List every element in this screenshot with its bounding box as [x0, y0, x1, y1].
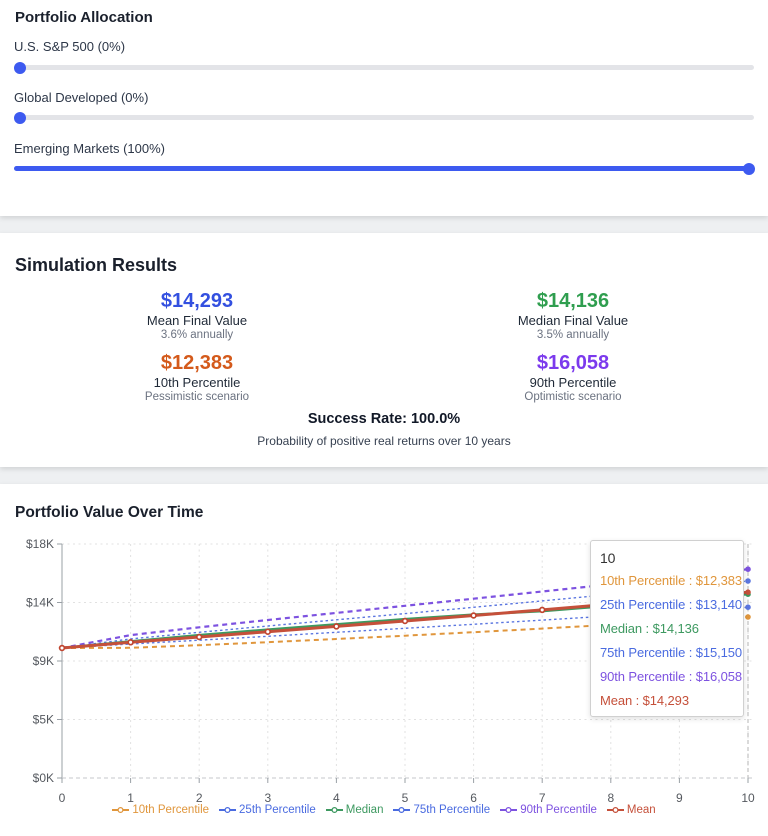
svg-text:8: 8: [607, 791, 614, 805]
svg-text:$9K: $9K: [33, 654, 54, 668]
svg-text:2: 2: [196, 791, 203, 805]
svg-text:4: 4: [333, 791, 340, 805]
svg-text:5: 5: [402, 791, 409, 805]
svg-text:$5K: $5K: [33, 713, 54, 727]
svg-text:10: 10: [741, 791, 755, 805]
svg-text:$14K: $14K: [26, 596, 54, 610]
svg-text:$18K: $18K: [26, 537, 54, 551]
svg-text:1: 1: [127, 791, 134, 805]
svg-text:0: 0: [59, 791, 66, 805]
svg-text:3: 3: [264, 791, 271, 805]
svg-text:9: 9: [676, 791, 683, 805]
svg-text:6: 6: [470, 791, 477, 805]
svg-text:$0K: $0K: [33, 771, 54, 785]
svg-text:7: 7: [539, 791, 546, 805]
